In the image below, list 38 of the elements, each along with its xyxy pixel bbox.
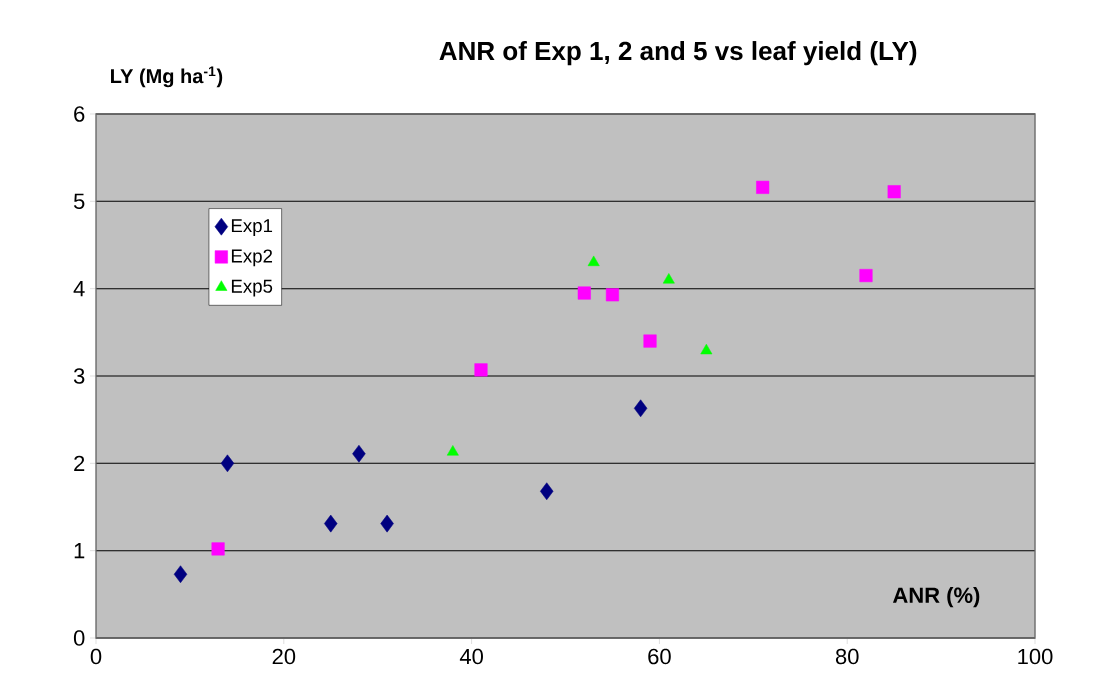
legend-label: Exp5 bbox=[231, 279, 273, 297]
x-tick-label: 100 bbox=[1018, 648, 1053, 665]
chart-title: ANR of Exp 1, 2 and 5 vs leaf yield (LY) bbox=[439, 41, 917, 66]
point bbox=[474, 363, 488, 377]
point bbox=[587, 255, 600, 266]
point bbox=[324, 514, 338, 533]
y-tick-label: 2 bbox=[74, 455, 85, 472]
point bbox=[605, 288, 619, 302]
point bbox=[643, 334, 657, 348]
point bbox=[859, 269, 873, 283]
y-tick-label: 5 bbox=[73, 193, 85, 209]
y-tick-label: 6 bbox=[74, 106, 85, 122]
y-tick-label: 1 bbox=[74, 543, 85, 559]
legend-label: Exp2 bbox=[231, 249, 273, 267]
point bbox=[633, 399, 648, 418]
x-tick-label: 20 bbox=[272, 648, 296, 665]
point bbox=[662, 273, 675, 284]
point bbox=[446, 445, 459, 456]
point bbox=[577, 286, 591, 300]
point bbox=[540, 482, 554, 501]
legend-label: Exp1 bbox=[231, 219, 273, 236]
y-tick-label: 4 bbox=[73, 281, 85, 297]
x-tick-label: 60 bbox=[648, 648, 671, 665]
x-tick-label: 80 bbox=[835, 648, 859, 665]
x-tick-label: 40 bbox=[459, 648, 483, 665]
point bbox=[352, 444, 366, 463]
point bbox=[211, 542, 225, 556]
y-tick-label: 3 bbox=[73, 368, 85, 384]
point bbox=[756, 180, 770, 194]
point bbox=[380, 514, 394, 533]
x-axis-title: ANR (%) bbox=[892, 586, 980, 608]
point bbox=[700, 343, 713, 355]
point bbox=[887, 185, 901, 199]
point bbox=[220, 454, 235, 473]
y-tick-label: 0 bbox=[73, 630, 85, 646]
y-axis-title: LY (Mg ha$^{-1}$) bbox=[111, 66, 223, 88]
point bbox=[173, 565, 188, 584]
x-tick-label: 0 bbox=[90, 648, 102, 665]
